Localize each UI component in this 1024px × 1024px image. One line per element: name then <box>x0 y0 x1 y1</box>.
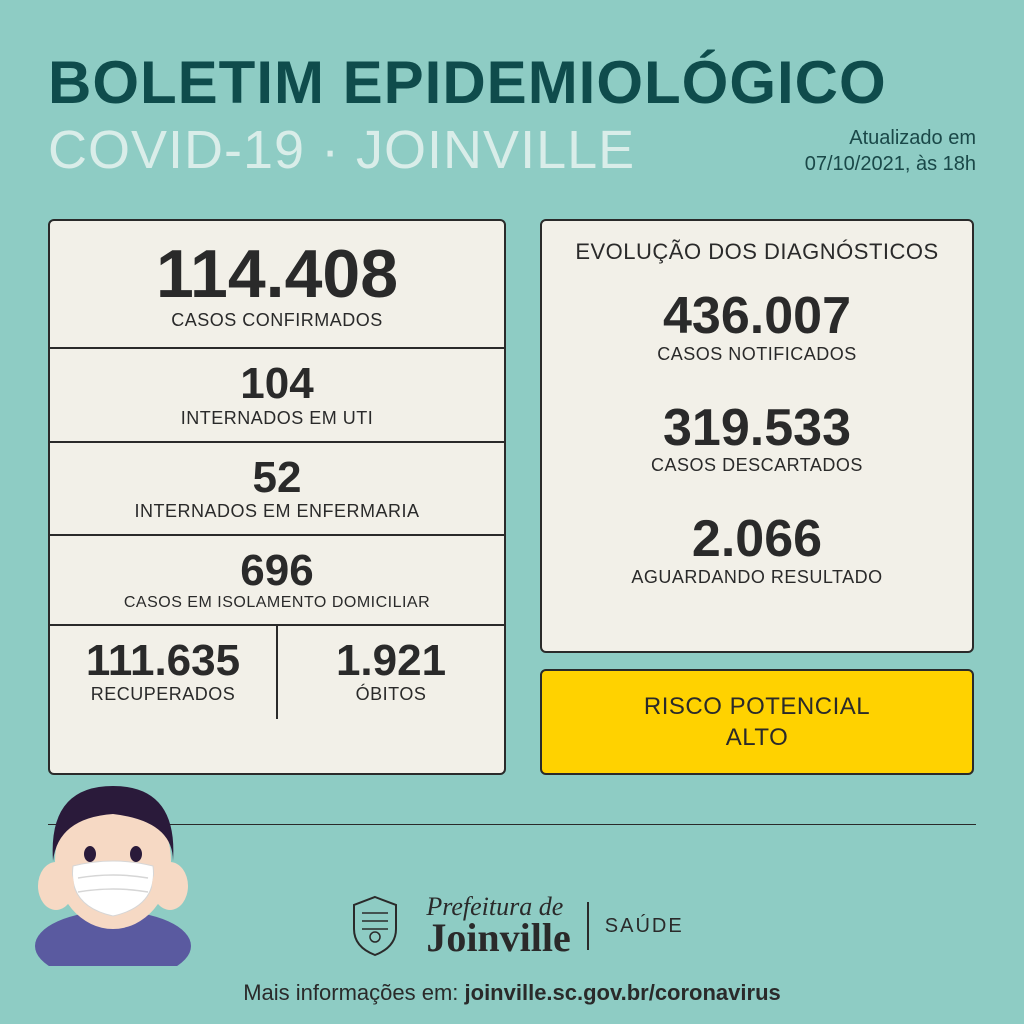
isolation-value: 696 <box>56 548 498 594</box>
deaths-value: 1.921 <box>284 638 498 684</box>
isolation-label: CASOS EM ISOLAMENTO DOMICILIAR <box>56 594 498 612</box>
awaiting-value: 2.066 <box>548 512 966 567</box>
bulletin-subtitle: COVID-19 · JOINVILLE <box>48 119 635 181</box>
deaths-label: ÓBITOS <box>284 684 498 705</box>
bulletin-title: BOLETIM EPIDEMIOLÓGICO <box>48 48 976 117</box>
recovered-label: RECUPERADOS <box>56 684 270 705</box>
risk-line2: ALTO <box>548 722 966 753</box>
more-info-prefix: Mais informações em: <box>243 980 464 1005</box>
confirmed-value: 114.408 <box>56 239 498 310</box>
discarded-label: CASOS DESCARTADOS <box>548 455 966 476</box>
notified-label: CASOS NOTIFICADOS <box>548 344 966 365</box>
footer-logo: Prefeitura de Joinville SAÚDE <box>340 891 683 961</box>
risk-line1: RISCO POTENCIAL <box>548 691 966 722</box>
diagnostics-panel: EVOLUÇÃO DOS DIAGNÓSTICOS 436.007 CASOS … <box>540 219 974 653</box>
updated-text: Atualizado em 07/10/2021, às 18h <box>805 119 976 177</box>
discarded-value: 319.533 <box>548 401 966 456</box>
cases-panel: 114.408 CASOS CONFIRMADOS 104 INTERNADOS… <box>48 219 506 775</box>
crest-icon <box>340 891 410 961</box>
confirmed-label: CASOS CONFIRMADOS <box>56 310 498 331</box>
org-line2: Joinville <box>426 919 570 957</box>
awaiting-label: AGUARDANDO RESULTADO <box>548 567 966 588</box>
department-label: SAÚDE <box>605 915 684 938</box>
ward-value: 52 <box>56 455 498 501</box>
more-info-url: joinville.sc.gov.br/coronavirus <box>465 980 781 1005</box>
updated-line1: Atualizado em <box>805 125 976 151</box>
updated-line2: 07/10/2021, às 18h <box>805 151 976 177</box>
diagnostics-header: EVOLUÇÃO DOS DIAGNÓSTICOS <box>542 221 972 271</box>
recovered-value: 111.635 <box>56 638 270 684</box>
vertical-bar <box>587 902 589 950</box>
uti-label: INTERNADOS EM UTI <box>56 408 498 429</box>
more-info: Mais informações em: joinville.sc.gov.br… <box>0 980 1024 1006</box>
ward-label: INTERNADOS EM ENFERMARIA <box>56 501 498 522</box>
risk-box: RISCO POTENCIAL ALTO <box>540 669 974 775</box>
uti-value: 104 <box>56 361 498 407</box>
notified-value: 436.007 <box>548 289 966 344</box>
